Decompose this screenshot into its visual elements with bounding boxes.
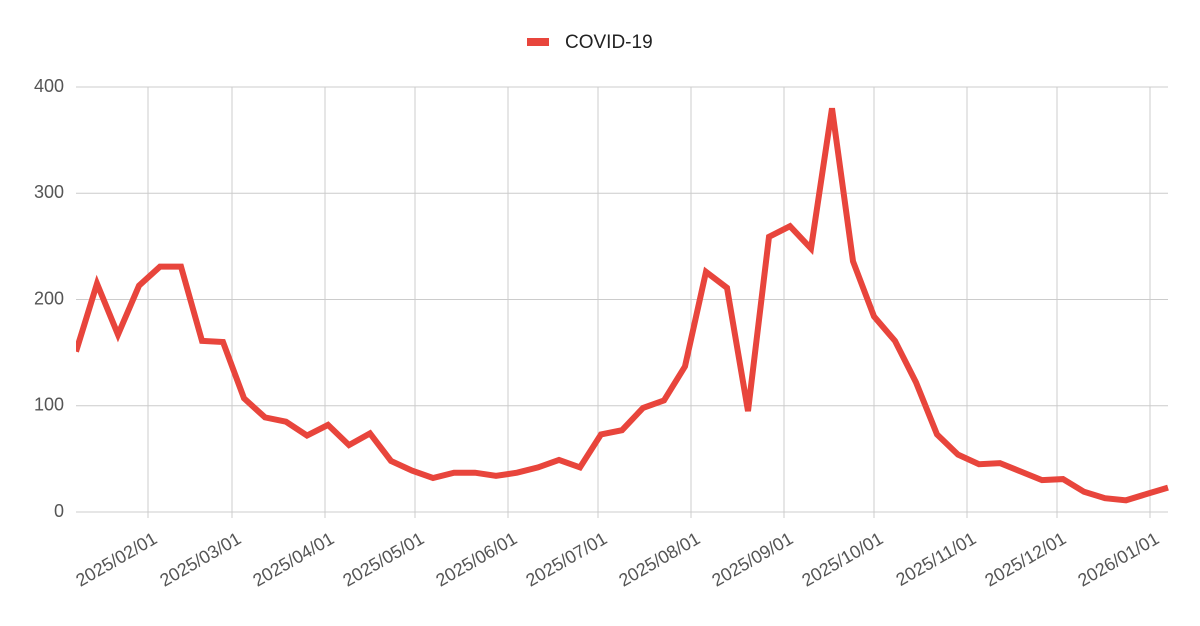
x-tick-label: 2026/01/01 xyxy=(1074,528,1162,590)
y-tick-label: 400 xyxy=(34,76,64,96)
x-tick-label: 2025/12/01 xyxy=(981,528,1069,590)
x-tick-label: 2025/05/01 xyxy=(339,528,427,590)
x-tick-label: 2025/04/01 xyxy=(249,528,337,590)
x-tick-label: 2025/02/01 xyxy=(72,528,160,590)
x-tick-label: 2025/03/01 xyxy=(156,528,244,590)
x-tick-label: 2025/06/01 xyxy=(432,528,520,590)
x-tick-label: 2025/07/01 xyxy=(522,528,610,590)
legend-label: COVID-19 xyxy=(565,32,653,53)
y-tick-label: 100 xyxy=(34,395,64,415)
x-tick-label: 2025/08/01 xyxy=(615,528,703,590)
y-tick-label: 200 xyxy=(34,288,64,308)
y-tick-label: 0 xyxy=(54,501,64,521)
legend-swatch xyxy=(527,38,549,46)
line xyxy=(76,107,1169,504)
x-tick-label: 2025/09/01 xyxy=(708,528,796,590)
y-tick-label: 300 xyxy=(34,182,64,202)
x-tick-label: 2025/11/01 xyxy=(893,528,980,590)
x-tick-label: 2025/10/01 xyxy=(798,528,886,590)
